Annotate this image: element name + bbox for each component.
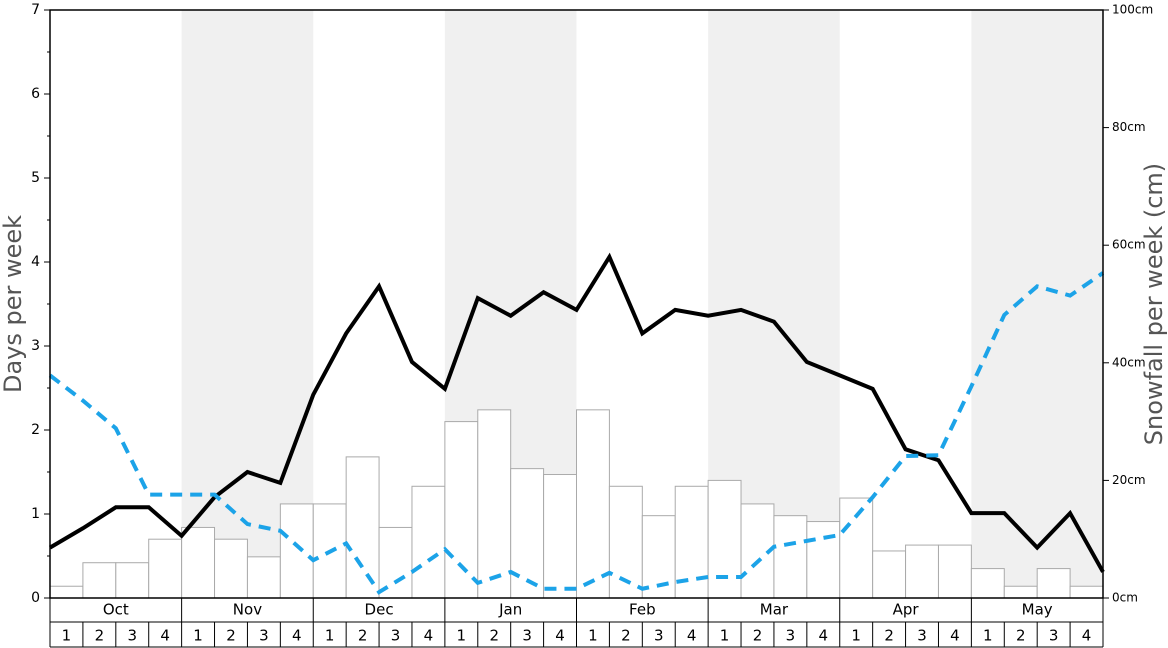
snowfall-bar bbox=[543, 474, 577, 599]
snowfall-bar bbox=[214, 538, 248, 599]
week-label: 1 bbox=[193, 627, 203, 645]
y-tick-label: 7 bbox=[31, 2, 40, 18]
week-label: 1 bbox=[457, 627, 467, 645]
week-label: 4 bbox=[687, 627, 697, 645]
snowfall-bar bbox=[806, 521, 841, 599]
y2-tick-label: 0cm bbox=[1112, 591, 1138, 605]
week-label: 3 bbox=[391, 627, 401, 645]
week-label: 3 bbox=[786, 627, 796, 645]
snowfall-bar bbox=[477, 409, 512, 599]
week-label: 3 bbox=[127, 627, 137, 645]
snowfall-bar bbox=[444, 421, 479, 599]
week-label: 1 bbox=[720, 627, 730, 645]
snowfall-bar bbox=[1036, 568, 1071, 599]
week-label: 2 bbox=[884, 627, 894, 645]
snowfall-bar bbox=[773, 515, 808, 599]
week-label: 4 bbox=[424, 627, 434, 645]
week-label: 4 bbox=[160, 627, 170, 645]
week-label: 2 bbox=[1016, 627, 1026, 645]
y2-tick-label: 20cm bbox=[1112, 473, 1146, 487]
y-tick-label: 0 bbox=[31, 590, 40, 606]
month-label: Mar bbox=[760, 601, 789, 619]
snowfall-bar bbox=[872, 550, 907, 599]
month-label: Oct bbox=[103, 601, 129, 619]
snowfall-bar bbox=[378, 526, 413, 599]
month-label: May bbox=[1022, 601, 1053, 619]
y2-tick-label: 80cm bbox=[1112, 120, 1146, 134]
month-shade bbox=[181, 10, 314, 598]
snowfall-bar bbox=[707, 479, 742, 599]
y-tick-label: 3 bbox=[31, 338, 40, 354]
line-series bbox=[48, 271, 1105, 595]
snowfall-bar bbox=[839, 497, 874, 599]
snowfall-bar bbox=[1069, 585, 1104, 599]
month-label: Dec bbox=[365, 601, 394, 619]
month-label: Feb bbox=[629, 601, 656, 619]
snowfall-bar bbox=[510, 468, 545, 599]
week-label: 2 bbox=[226, 627, 236, 645]
week-label: 1 bbox=[325, 627, 335, 645]
week-label: 2 bbox=[621, 627, 631, 645]
snowfall-bar bbox=[181, 526, 216, 599]
snowfall-bar bbox=[279, 503, 314, 599]
week-label: 2 bbox=[95, 627, 105, 645]
week-label: 3 bbox=[917, 627, 927, 645]
month-label: Nov bbox=[233, 601, 262, 619]
snowfall-bar bbox=[246, 556, 281, 599]
y2-axis-label: Snowfall per week (cm) bbox=[1140, 163, 1168, 445]
y-axis-label: Days per week bbox=[0, 215, 27, 393]
week-label: 4 bbox=[555, 627, 565, 645]
snowfall-bar bbox=[970, 568, 1005, 599]
snowfall-bar bbox=[49, 585, 84, 599]
y-tick-label: 6 bbox=[31, 86, 40, 102]
snowfall-bar bbox=[148, 538, 183, 599]
y2-tick-label: 40cm bbox=[1112, 355, 1146, 369]
snowfall-bar bbox=[937, 544, 972, 599]
week-label: 2 bbox=[489, 627, 499, 645]
snowfall-bar bbox=[82, 562, 117, 599]
snowfall-bar bbox=[345, 456, 380, 599]
week-label: 3 bbox=[1049, 627, 1059, 645]
y-tick-label: 2 bbox=[31, 422, 40, 438]
snowfall-bar bbox=[411, 485, 446, 599]
y2-tick-label: 60cm bbox=[1112, 238, 1146, 252]
week-label: 4 bbox=[819, 627, 829, 645]
snowfall-bar bbox=[1003, 585, 1038, 599]
snowfall-bar bbox=[905, 544, 939, 599]
week-label: 3 bbox=[522, 627, 532, 645]
month-shade bbox=[971, 10, 1103, 598]
week-label: 3 bbox=[654, 627, 664, 645]
week-label: 2 bbox=[753, 627, 763, 645]
snowfall-bar bbox=[576, 409, 610, 599]
month-label: Apr bbox=[893, 601, 920, 619]
y-tick-label: 4 bbox=[31, 254, 40, 270]
background bbox=[181, 10, 1103, 598]
week-label: 1 bbox=[851, 627, 861, 645]
week-label: 1 bbox=[588, 627, 598, 645]
week-label: 3 bbox=[259, 627, 269, 645]
week-label: 2 bbox=[358, 627, 368, 645]
week-label: 4 bbox=[1082, 627, 1092, 645]
month-label: Jan bbox=[498, 601, 522, 619]
snowfall-bar bbox=[115, 562, 150, 599]
y2-tick-label: 100cm bbox=[1112, 3, 1153, 17]
week-label: 1 bbox=[983, 627, 993, 645]
week-label: 1 bbox=[62, 627, 72, 645]
week-label: 4 bbox=[950, 627, 960, 645]
week-label: 4 bbox=[292, 627, 302, 645]
y-tick-label: 1 bbox=[31, 506, 40, 522]
y-tick-label: 5 bbox=[31, 170, 40, 186]
